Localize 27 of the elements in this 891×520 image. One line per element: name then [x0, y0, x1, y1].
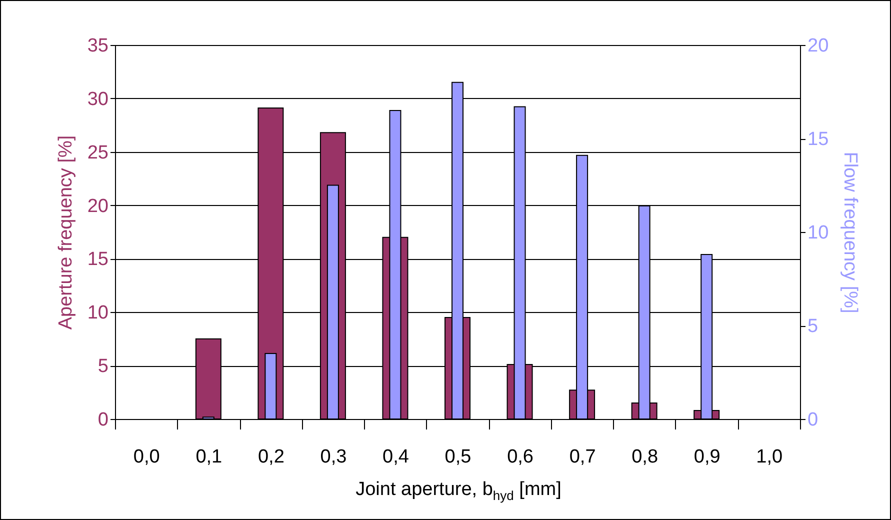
y2-tick-label: 20 — [808, 36, 829, 56]
y2-tick-label: 0 — [808, 410, 818, 430]
y2-tick-label: 5 — [808, 316, 818, 337]
x-tick-label: 0,5 — [444, 446, 472, 468]
x-tick-label: 0,2 — [258, 446, 284, 468]
x-tick-label: 0,7 — [569, 446, 596, 468]
y-tick-label: 30 — [87, 88, 108, 110]
y2-tick-label: 10 — [808, 222, 829, 244]
y-tick-label: 20 — [87, 196, 108, 217]
x-tick-label: 0,6 — [507, 446, 534, 468]
y-tick-label: 5 — [98, 356, 108, 378]
x-tick-label: 0,1 — [196, 446, 222, 468]
y-tick-label: 10 — [87, 302, 108, 324]
x-tick-label: 0,9 — [694, 446, 720, 468]
y-tick-label: 0 — [98, 410, 108, 430]
x-tick-label: 0,4 — [382, 446, 410, 468]
y-tick-label: 15 — [87, 249, 108, 270]
y-tick-label: 25 — [87, 142, 108, 164]
y2-axis-title: Flow frequency [%] — [840, 152, 861, 314]
x-tick-label: 1,0 — [756, 446, 783, 468]
x-tick-label: 0,3 — [320, 446, 347, 468]
x-tick-label: 0,0 — [133, 446, 160, 468]
x-tick-label: 0,8 — [632, 446, 658, 468]
y2-tick-label: 15 — [808, 129, 829, 150]
x-axis-title: Joint aperture, b$_{hyd}$ [mm] — [354, 479, 562, 503]
y-tick-label: 35 — [87, 36, 108, 56]
y-axis-title: Aperture frequency [%] — [55, 135, 76, 330]
